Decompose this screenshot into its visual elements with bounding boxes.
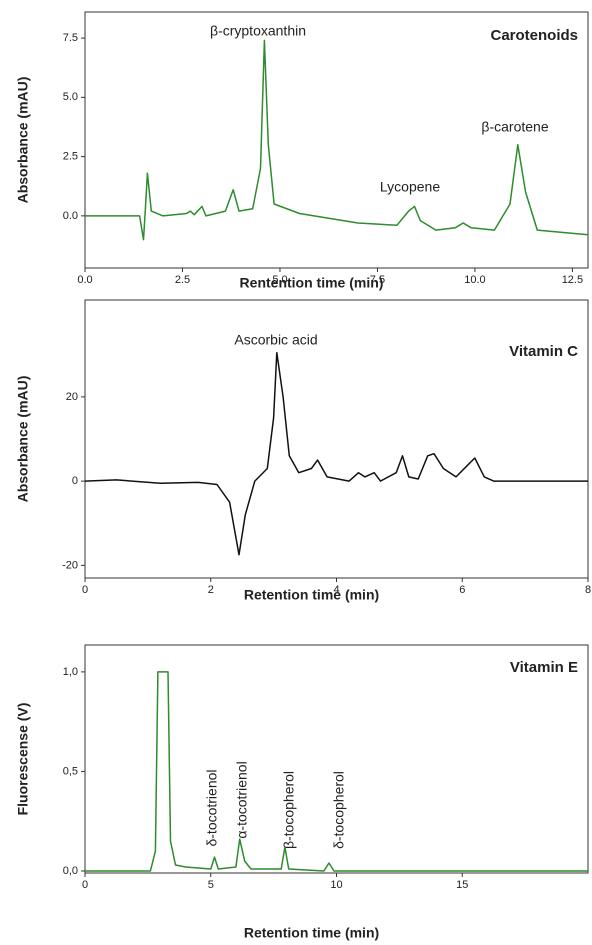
x-tick-label: 10 xyxy=(330,879,342,891)
x-tick-label: 10.0 xyxy=(464,274,485,286)
y-tick-label: 7.5 xyxy=(63,32,78,44)
x-tick-label: 0 xyxy=(82,584,88,596)
x-tick-label: 7.5 xyxy=(370,274,385,286)
y-tick-label: 5.0 xyxy=(63,91,78,103)
x-tick-label: 4 xyxy=(333,584,339,596)
x-tick-label: 2.5 xyxy=(175,274,190,286)
x-axis-label: Rentention time (min) xyxy=(240,275,384,291)
trace xyxy=(84,351,588,556)
peak-annotation: Lycopene xyxy=(380,179,440,195)
x-tick-label: 0 xyxy=(82,879,88,891)
y-axis-label: Absorbance (mAU) xyxy=(15,77,31,204)
x-tick-label: 2 xyxy=(208,584,214,596)
y-tick-label: -20 xyxy=(62,559,78,571)
peak-annotation: Ascorbic acid xyxy=(234,332,317,348)
x-tick-label: 0.0 xyxy=(77,274,92,286)
y-tick-label: 0 xyxy=(72,475,78,487)
x-tick-label: 6 xyxy=(459,584,465,596)
x-tick-label: 5.0 xyxy=(272,274,287,286)
panel-title: Vitamin E xyxy=(510,659,578,676)
x-tick-label: 15 xyxy=(456,879,468,891)
y-tick-label: 0,0 xyxy=(63,865,78,877)
peak-annotation: δ-tocotrienol xyxy=(204,769,220,846)
peak-annotation: β-carotene xyxy=(481,119,548,135)
y-axis-label: Fluorescense (V) xyxy=(15,703,31,816)
peak-annotation: α-tocotrienol xyxy=(234,761,250,838)
panel-title: Vitamin C xyxy=(509,343,578,360)
x-axis-label: Retention time (min) xyxy=(244,925,379,941)
trace xyxy=(85,39,589,241)
y-tick-label: 0.0 xyxy=(63,210,78,222)
plot-frame xyxy=(84,299,589,579)
x-tick-label: 8 xyxy=(585,584,591,596)
x-tick-label: 5 xyxy=(208,879,214,891)
y-tick-label: 20 xyxy=(66,391,78,403)
peak-annotation: β-cryptoxanthin xyxy=(210,23,306,39)
x-axis-label: Retention time (min) xyxy=(244,587,379,603)
y-axis-label: Absorbance (mAU) xyxy=(15,376,31,503)
trace xyxy=(85,671,588,872)
y-tick-label: 0,5 xyxy=(63,765,78,777)
x-tick-label: 12.5 xyxy=(562,274,583,286)
y-tick-label: 1,0 xyxy=(63,666,78,678)
panel-title: Carotenoids xyxy=(490,27,578,44)
peak-annotation: δ-tocopherol xyxy=(331,771,347,849)
plot-frame xyxy=(84,11,589,269)
peak-annotation: β-tocopherol xyxy=(281,771,297,849)
y-tick-label: 2.5 xyxy=(63,150,78,162)
